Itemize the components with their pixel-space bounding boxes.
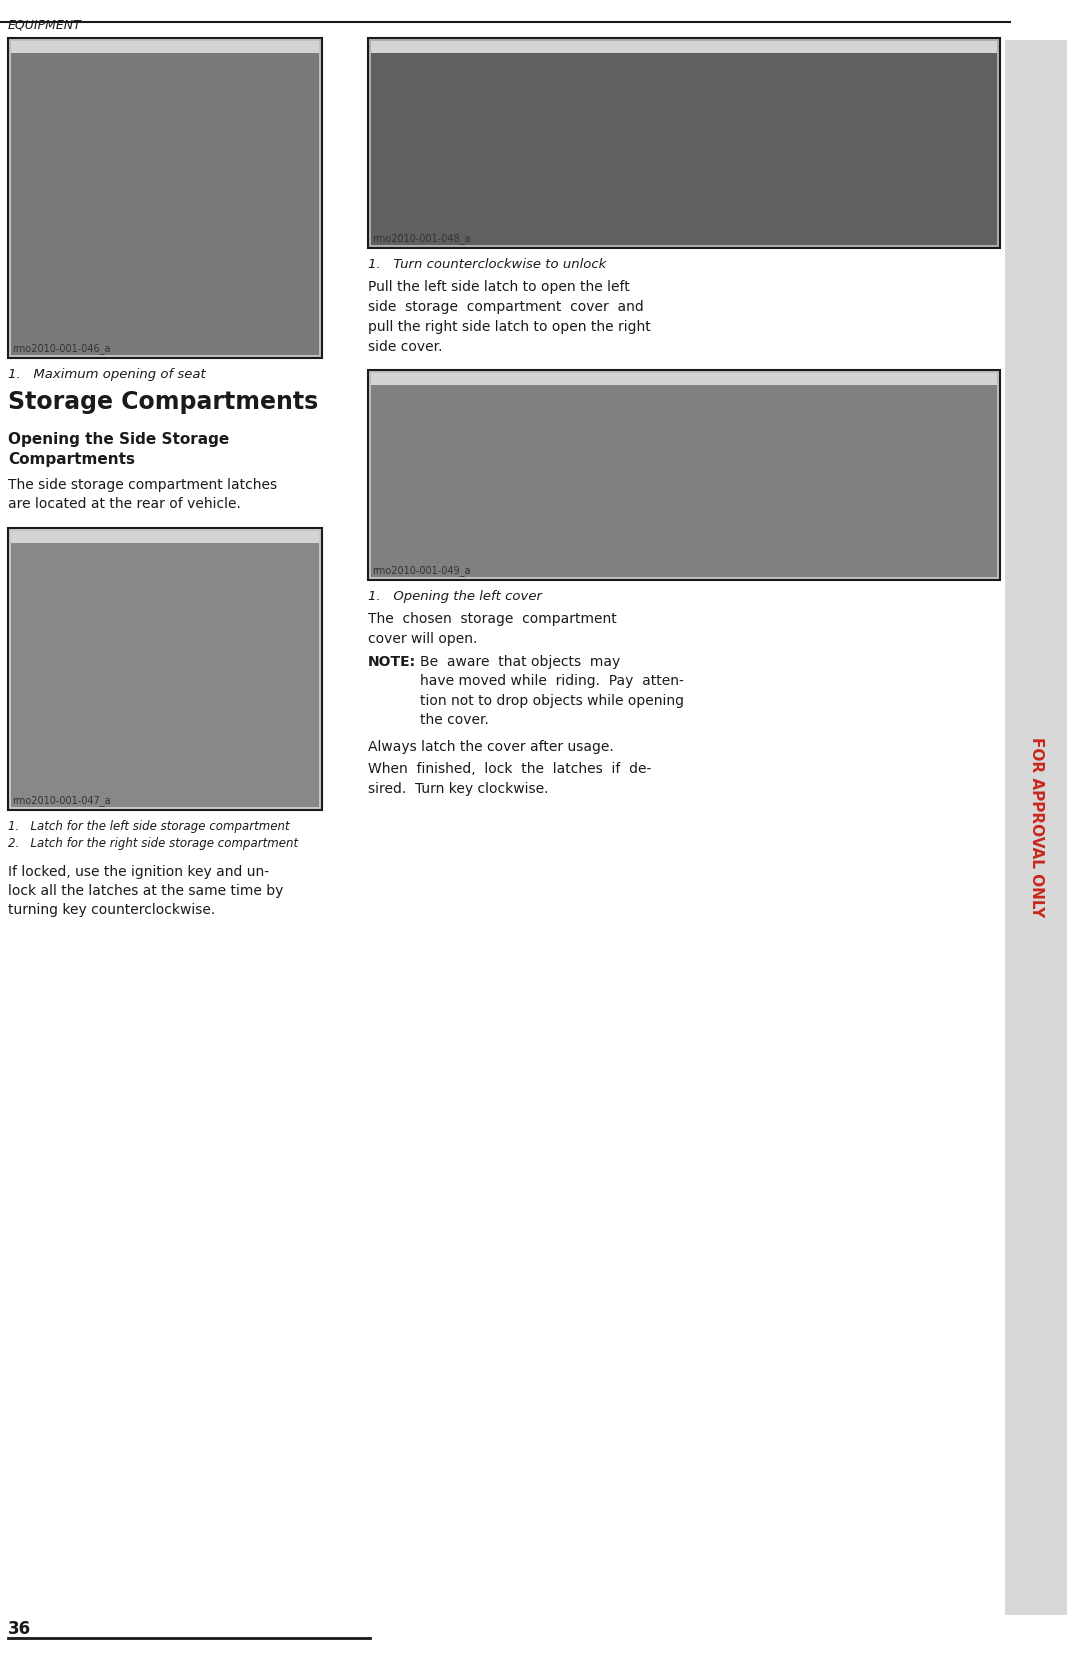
Bar: [7, 38, 322, 357]
Text: NOTE:: NOTE:: [368, 655, 416, 669]
Text: rmo2010-001-048_a: rmo2010-001-048_a: [372, 233, 471, 243]
Text: side cover.: side cover.: [368, 339, 443, 354]
Text: 1.   Turn counterclockwise to unlock: 1. Turn counterclockwise to unlock: [368, 258, 606, 271]
Text: Compartments: Compartments: [7, 452, 136, 467]
Text: rmo2010-001-049_a: rmo2010-001-049_a: [372, 564, 471, 576]
Bar: [371, 372, 997, 386]
Text: 36: 36: [7, 1620, 31, 1638]
Text: lock all the latches at the same time by: lock all the latches at the same time by: [7, 884, 284, 899]
Text: sired.  Turn key clockwise.: sired. Turn key clockwise.: [368, 783, 548, 796]
Text: Always latch the cover after usage.: Always latch the cover after usage.: [368, 740, 614, 755]
Text: The side storage compartment latches
are located at the rear of vehicle.: The side storage compartment latches are…: [7, 478, 277, 511]
Bar: [371, 41, 997, 53]
Text: pull the right side latch to open the right: pull the right side latch to open the ri…: [368, 319, 651, 334]
Bar: [1005, 40, 1067, 1615]
Text: Pull the left side latch to open the left: Pull the left side latch to open the lef…: [368, 280, 630, 295]
Text: Storage Compartments: Storage Compartments: [7, 391, 318, 414]
Bar: [7, 528, 322, 809]
Text: If locked, use the ignition key and un-: If locked, use the ignition key and un-: [7, 866, 269, 879]
Bar: [11, 41, 319, 356]
Text: turning key counterclockwise.: turning key counterclockwise.: [7, 904, 216, 917]
Bar: [368, 38, 1000, 248]
Bar: [368, 371, 1000, 579]
Text: Be  aware  that objects  may
have moved while  riding.  Pay  atten-
tion not to : Be aware that objects may have moved whi…: [420, 655, 684, 728]
Text: Opening the Side Storage: Opening the Side Storage: [7, 432, 229, 447]
Text: 2.   Latch for the right side storage compartment: 2. Latch for the right side storage comp…: [7, 837, 298, 851]
Text: side  storage  compartment  cover  and: side storage compartment cover and: [368, 300, 643, 314]
Bar: [11, 41, 319, 53]
Text: 1.   Maximum opening of seat: 1. Maximum opening of seat: [7, 367, 206, 381]
Bar: [11, 531, 319, 808]
Text: 1.   Latch for the left side storage compartment: 1. Latch for the left side storage compa…: [7, 819, 289, 832]
Bar: [11, 531, 319, 543]
Text: FOR APPROVAL ONLY: FOR APPROVAL ONLY: [1029, 738, 1044, 917]
Bar: [371, 372, 997, 578]
Bar: [371, 41, 997, 245]
Text: 1.   Opening the left cover: 1. Opening the left cover: [368, 589, 542, 602]
Text: rmo2010-001-046_a: rmo2010-001-046_a: [12, 343, 111, 354]
Text: rmo2010-001-047_a: rmo2010-001-047_a: [12, 794, 111, 806]
Text: EQUIPMENT: EQUIPMENT: [7, 18, 82, 31]
Text: The  chosen  storage  compartment
cover will open.: The chosen storage compartment cover wil…: [368, 612, 617, 645]
Text: When  finished,  lock  the  latches  if  de-: When finished, lock the latches if de-: [368, 761, 651, 776]
